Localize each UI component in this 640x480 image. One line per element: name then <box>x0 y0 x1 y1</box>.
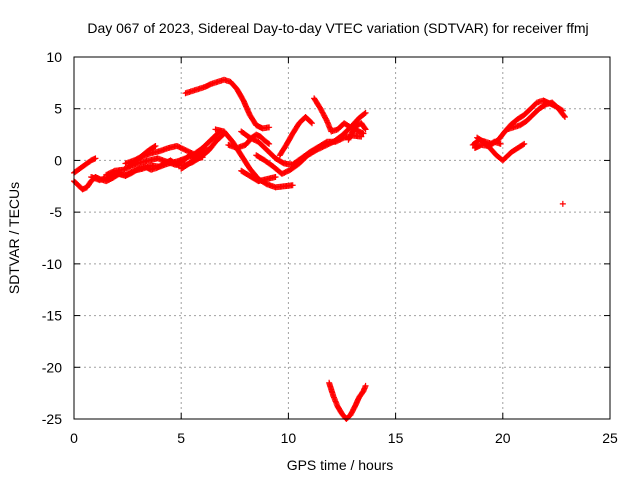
data-point <box>308 120 315 127</box>
data-point <box>308 119 315 126</box>
data-point <box>203 147 210 154</box>
data-point <box>497 140 504 147</box>
grid-layer <box>74 57 610 419</box>
x-tick-label: 0 <box>70 430 78 446</box>
data-point <box>521 140 528 147</box>
y-tick-label: 5 <box>54 101 62 117</box>
data-point <box>362 126 369 133</box>
data-point <box>202 147 209 154</box>
series-arc-20 <box>504 99 568 133</box>
y-tick-label: -5 <box>50 204 63 220</box>
y-tick-label: 0 <box>54 152 62 168</box>
x-tick-label: 15 <box>388 430 404 446</box>
data-point <box>208 143 215 150</box>
data-point <box>152 142 159 149</box>
data-point <box>361 125 368 132</box>
plot-frame <box>73 56 611 420</box>
data-point <box>265 140 272 147</box>
y-tick-label: 10 <box>46 49 62 65</box>
series-arc-21 <box>471 138 504 152</box>
x-tick-label: 20 <box>495 430 511 446</box>
data-point <box>272 173 279 180</box>
series-arc-16 <box>345 120 369 143</box>
series-arc-8 <box>182 76 273 132</box>
series-arc-17 <box>326 379 369 422</box>
data-point <box>289 182 296 189</box>
data-point <box>207 144 214 151</box>
series-arc-13 <box>253 109 369 177</box>
data-point <box>561 113 568 120</box>
x-tick-label: 25 <box>602 430 618 446</box>
data-point <box>561 112 568 119</box>
data-point <box>559 200 566 207</box>
y-tick-label: -25 <box>42 411 62 427</box>
chart-title: Day 067 of 2023, Sidereal Day-to-day VTE… <box>87 20 588 36</box>
data-point <box>151 143 158 150</box>
series-arc-14 <box>276 113 315 159</box>
data-point <box>360 130 367 137</box>
data-layer <box>71 76 568 422</box>
data-point <box>362 382 369 389</box>
y-axis-label: SDTVAR / TECUs <box>6 182 22 294</box>
data-point <box>362 109 369 116</box>
x-axis-label: GPS time / hours <box>287 457 394 473</box>
series-arc-2 <box>71 155 99 176</box>
y-tick-label: -10 <box>42 256 62 272</box>
tick-layer: 0 5 10 15 20 25 10 5 0 -5 -10 -15 -20 -25 <box>42 49 618 446</box>
series-isolated <box>559 200 566 207</box>
series-arc-7 <box>178 147 210 172</box>
data-point <box>92 155 99 162</box>
data-point <box>361 110 368 117</box>
series-arc-4 <box>103 130 228 178</box>
y-tick-label: -20 <box>42 359 62 375</box>
data-point <box>266 140 273 147</box>
data-point <box>520 141 527 148</box>
series-arc-12 <box>238 167 279 185</box>
y-tick-label: -15 <box>42 308 62 324</box>
data-point <box>266 124 273 131</box>
x-tick-label: 5 <box>177 430 185 446</box>
x-tick-label: 10 <box>281 430 297 446</box>
